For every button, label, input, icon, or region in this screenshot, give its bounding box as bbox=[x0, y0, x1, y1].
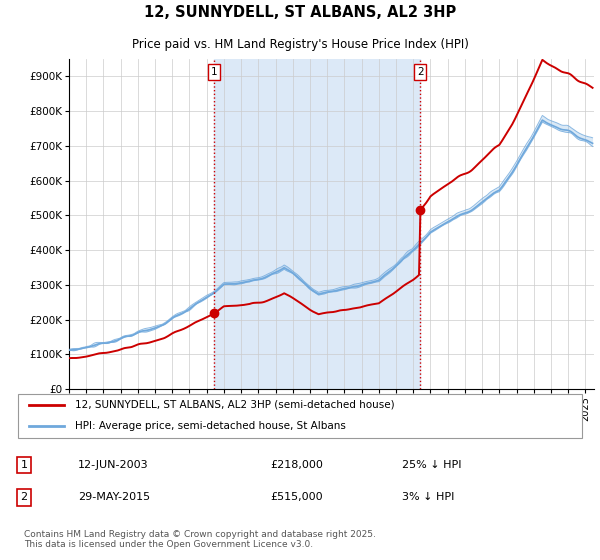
Text: 12-JUN-2003: 12-JUN-2003 bbox=[78, 460, 149, 470]
Text: HPI: Average price, semi-detached house, St Albans: HPI: Average price, semi-detached house,… bbox=[76, 421, 346, 431]
Text: £218,000: £218,000 bbox=[270, 460, 323, 470]
Text: 29-MAY-2015: 29-MAY-2015 bbox=[78, 492, 150, 502]
Text: 12, SUNNYDELL, ST ALBANS, AL2 3HP: 12, SUNNYDELL, ST ALBANS, AL2 3HP bbox=[144, 6, 456, 20]
Text: £515,000: £515,000 bbox=[270, 492, 323, 502]
Text: 1: 1 bbox=[20, 460, 28, 470]
Text: Contains HM Land Registry data © Crown copyright and database right 2025.
This d: Contains HM Land Registry data © Crown c… bbox=[24, 530, 376, 549]
Text: 12, SUNNYDELL, ST ALBANS, AL2 3HP (semi-detached house): 12, SUNNYDELL, ST ALBANS, AL2 3HP (semi-… bbox=[76, 400, 395, 410]
Bar bbox=[214, 59, 421, 389]
Text: 3% ↓ HPI: 3% ↓ HPI bbox=[402, 492, 454, 502]
Text: 25% ↓ HPI: 25% ↓ HPI bbox=[402, 460, 461, 470]
Text: 1: 1 bbox=[211, 67, 218, 77]
FancyBboxPatch shape bbox=[18, 394, 582, 438]
Text: Price paid vs. HM Land Registry's House Price Index (HPI): Price paid vs. HM Land Registry's House … bbox=[131, 38, 469, 50]
Text: 2: 2 bbox=[20, 492, 28, 502]
Text: 2: 2 bbox=[417, 67, 424, 77]
